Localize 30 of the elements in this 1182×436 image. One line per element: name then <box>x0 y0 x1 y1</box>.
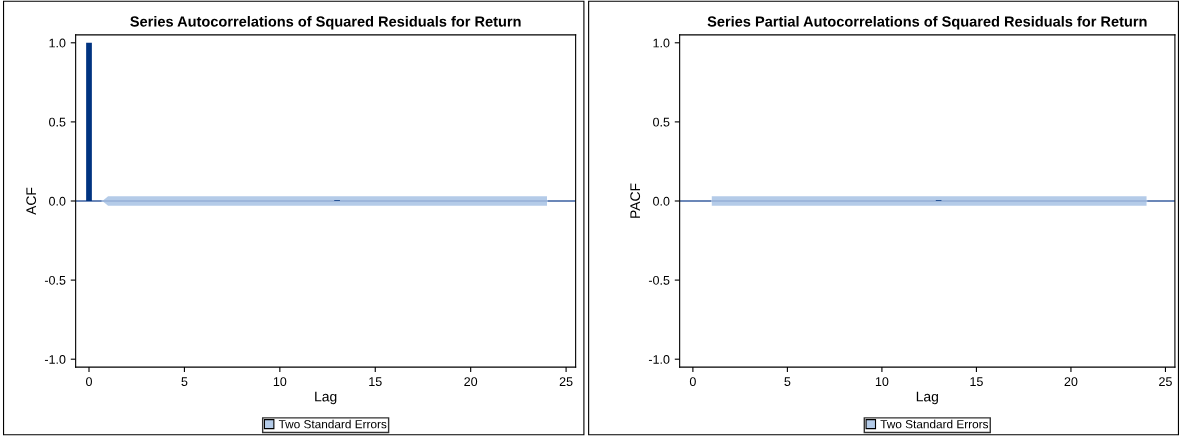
x-tick-label: 5 <box>181 377 188 387</box>
chart-title: Series Autocorrelations of Squared Residuals for Return <box>130 15 521 30</box>
y-tick-label: -1.0 <box>648 355 670 364</box>
y-tick-label: 0.5 <box>49 117 66 127</box>
x-tick-label: 15 <box>369 377 382 387</box>
x-tick-label: 10 <box>273 377 287 387</box>
y-tick-label: 1.0 <box>49 38 66 48</box>
x-tick-label: 20 <box>1064 377 1078 387</box>
y-tick-label: -1.0 <box>44 355 66 364</box>
x-tick-label: 10 <box>875 377 889 387</box>
y-tick-label: -0.5 <box>44 275 66 285</box>
y-tick-label: 0.5 <box>653 117 670 127</box>
x-tick-label: 0 <box>86 377 92 387</box>
x-tick-label: 15 <box>970 377 983 387</box>
legend-label: Two Standard Errors <box>880 419 989 429</box>
y-tick-label: -0.5 <box>648 275 670 285</box>
legend-label: Two Standard Errors <box>278 419 387 429</box>
y-axis-title: ACF <box>26 187 37 215</box>
y-axis-title: PACF <box>630 183 641 218</box>
y-tick-label: 0.0 <box>49 196 66 206</box>
x-axis-title: Lag <box>315 391 337 405</box>
x-tick-label: 5 <box>784 377 791 387</box>
y-tick-label: 1.0 <box>653 38 670 48</box>
chart-title: Series Partial Autocorrelations of Squared Residuals for Return <box>707 15 1147 30</box>
x-axis-title: Lag <box>916 391 938 405</box>
y-tick-label: 0.0 <box>653 196 670 206</box>
x-tick-label: 20 <box>464 377 478 387</box>
x-tick-label: 25 <box>1159 377 1172 387</box>
x-tick-label: 25 <box>559 377 573 387</box>
x-tick-label: 0 <box>689 377 696 387</box>
